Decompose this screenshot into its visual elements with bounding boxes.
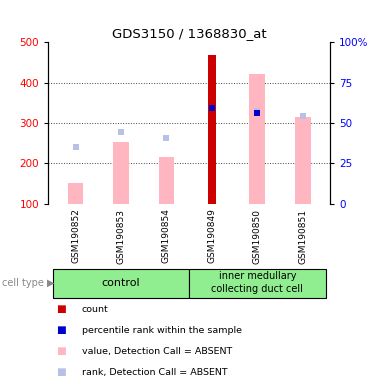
Text: GSM190851: GSM190851 xyxy=(298,209,308,263)
Text: ■: ■ xyxy=(56,367,65,377)
Text: GSM190853: GSM190853 xyxy=(116,209,125,263)
Text: ■: ■ xyxy=(56,325,65,335)
Text: GSM190852: GSM190852 xyxy=(71,209,80,263)
FancyBboxPatch shape xyxy=(53,268,189,298)
Bar xyxy=(158,157,174,204)
Bar xyxy=(207,55,216,204)
Text: cell type ▶: cell type ▶ xyxy=(2,278,55,288)
Text: GSM190849: GSM190849 xyxy=(207,209,216,263)
Bar xyxy=(295,117,311,204)
Text: rank, Detection Call = ABSENT: rank, Detection Call = ABSENT xyxy=(82,368,227,377)
FancyBboxPatch shape xyxy=(189,268,326,298)
Bar xyxy=(249,74,265,204)
Text: GSM190854: GSM190854 xyxy=(162,209,171,263)
Text: control: control xyxy=(102,278,140,288)
Text: ■: ■ xyxy=(56,304,65,314)
Text: value, Detection Call = ABSENT: value, Detection Call = ABSENT xyxy=(82,347,232,356)
Bar xyxy=(68,184,83,204)
Text: GSM190850: GSM190850 xyxy=(253,209,262,263)
Text: ■: ■ xyxy=(56,346,65,356)
Title: GDS3150 / 1368830_at: GDS3150 / 1368830_at xyxy=(112,26,266,40)
Text: inner medullary
collecting duct cell: inner medullary collecting duct cell xyxy=(211,271,303,294)
Text: count: count xyxy=(82,305,108,314)
Bar xyxy=(113,142,129,204)
Text: percentile rank within the sample: percentile rank within the sample xyxy=(82,326,242,335)
